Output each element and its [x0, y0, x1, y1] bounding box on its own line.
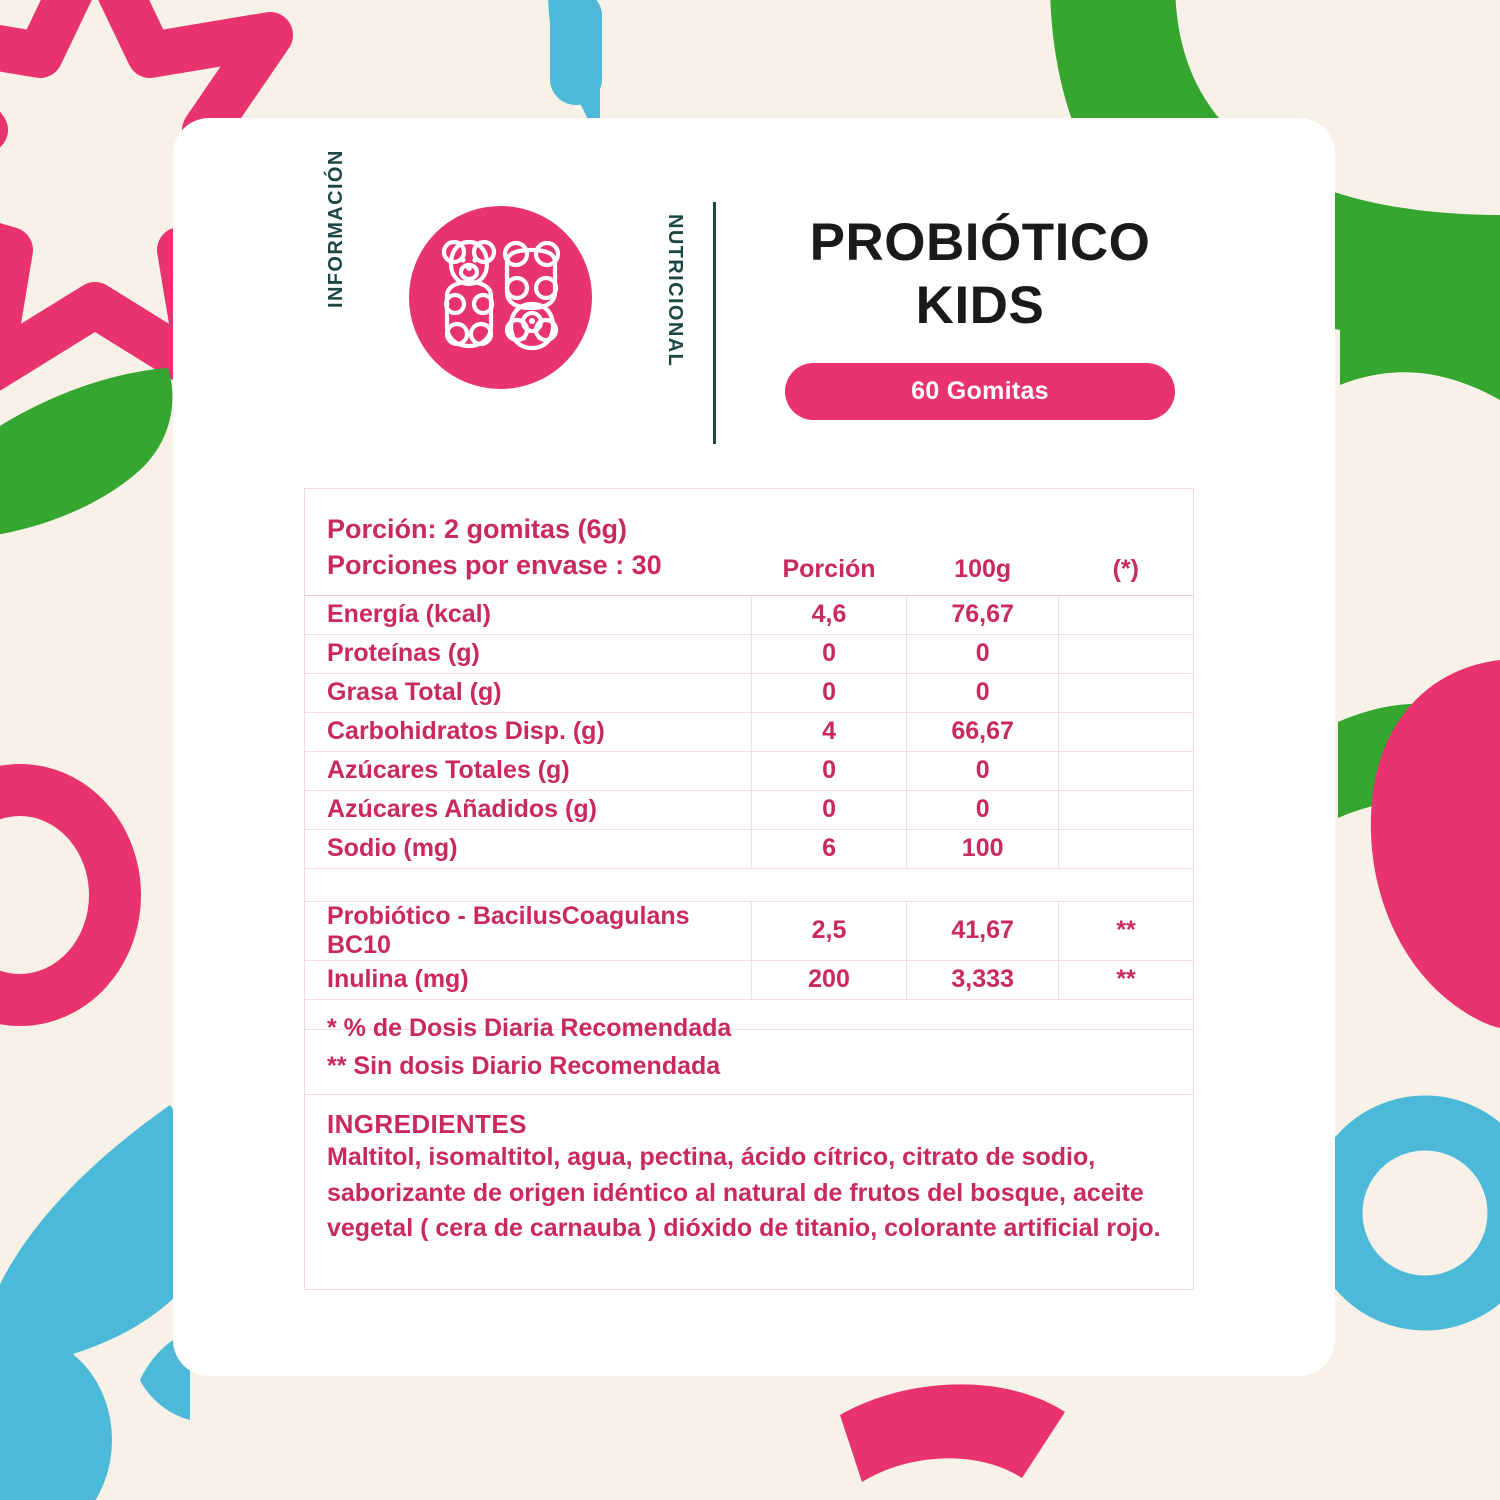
footnotes-section: * % de Dosis Diaria Recomendada ** Sin d… — [304, 997, 1194, 1095]
serving-info-cell: Porción: 2 gomitas (6g) Porciones por en… — [305, 489, 752, 596]
column-header-dd: (*) — [1058, 489, 1193, 596]
pink-star-shape — [0, 0, 323, 393]
label-card: INFORMACIÓN — [173, 118, 1335, 1376]
servings-per-container: Porciones por envase : 30 — [327, 550, 662, 581]
table-row: Energía (kcal) 4,6 76,67 — [305, 595, 1193, 635]
product-title-line1: PROBIÓTICO — [809, 213, 1151, 272]
nutrient-dd — [1058, 829, 1193, 869]
nutrient-porcion: 4,6 — [750, 595, 907, 635]
green-wave-right — [1340, 259, 1500, 400]
footnote-double-asterisk: ** Sin dosis Diario Recomendada — [327, 1052, 721, 1080]
table-row: Proteínas (g) 0 0 — [305, 634, 1193, 674]
supplement-dd: ** — [1058, 900, 1193, 961]
nutrient-name: Azúcares Añadidos (g) — [305, 790, 752, 830]
nutrient-100g: 0 — [906, 673, 1059, 713]
nutrient-dd — [1058, 712, 1193, 752]
column-header-porcion: Porción — [751, 489, 907, 596]
nutrient-name: Carbohidratos Disp. (g) — [305, 712, 752, 752]
nutrient-porcion: 6 — [750, 829, 907, 869]
nutrient-porcion: 0 — [750, 751, 907, 791]
vertical-label-informacion: INFORMACIÓN — [325, 149, 347, 308]
gummy-bears-logo — [409, 206, 592, 389]
nutrient-porcion: 0 — [750, 673, 907, 713]
nutrient-name: Sodio (mg) — [305, 829, 752, 869]
nutrient-name: Grasa Total (g) — [305, 673, 752, 713]
table-end-spacer — [305, 999, 1193, 1030]
gummy-bears-icon — [441, 239, 561, 351]
supplement-100g: 41,67 — [906, 900, 1059, 961]
supplement-100g: 3,333 — [906, 960, 1059, 1000]
nutrient-name: Energía (kcal) — [305, 595, 752, 635]
nutrient-100g: 0 — [906, 634, 1059, 674]
blue-ring-bottomright — [1307, 1095, 1500, 1331]
nutrient-100g: 76,67 — [906, 595, 1059, 635]
pink-ring-left — [0, 764, 141, 1026]
vertical-label-nutricional: NUTRICIONAL — [664, 214, 686, 368]
footnote-single-asterisk: * % de Dosis Diaria Recomendada — [327, 1014, 732, 1042]
blue-bar-top — [550, 0, 602, 105]
nutrient-dd — [1058, 595, 1193, 635]
ingredients-heading: INGREDIENTES — [327, 1109, 527, 1139]
supplement-dd: ** — [1058, 960, 1193, 1000]
supplement-name: Inulina (mg) — [305, 960, 752, 1000]
pink-blob-right — [1370, 660, 1500, 1028]
nutrient-name: Azúcares Totales (g) — [305, 751, 752, 791]
nutrient-dd — [1058, 751, 1193, 791]
nutrient-dd — [1058, 634, 1193, 674]
header-divider — [713, 202, 716, 444]
supplement-porcion: 2,5 — [750, 900, 907, 961]
table-row: Probiótico - BacilusCoagulans BC10 2,5 41,… — [305, 900, 1193, 961]
product-title-line2: KIDS — [915, 275, 1045, 335]
table-row: Azúcares Añadidos (g) 0 0 — [305, 790, 1193, 830]
column-header-100g: 100g — [906, 489, 1059, 596]
nutrition-table: Porción: 2 gomitas (6g) Porciones por en… — [305, 489, 1193, 1030]
table-row: Sodio (mg) 6 100 — [305, 829, 1193, 869]
green-blob-left — [0, 368, 173, 535]
table-row: Azúcares Totales (g) 0 0 — [305, 751, 1193, 791]
page-title: PROBIÓTICO KIDS — [785, 212, 1175, 337]
pink-diagonal-band — [840, 1384, 1065, 1482]
ingredients-text: Maltitol, isomaltitol, agua, pectina, ác… — [327, 1143, 1161, 1242]
nutrient-name: Proteínas (g) — [305, 634, 752, 674]
nutrient-100g: 100 — [906, 829, 1059, 869]
serving-size: Porción: 2 gomitas (6g) — [327, 514, 628, 545]
nutrient-porcion: 0 — [750, 790, 907, 830]
card-header: INFORMACIÓN — [173, 118, 1335, 444]
title-block: PROBIÓTICO KIDS 60 Gomitas — [785, 212, 1175, 421]
count-badge: 60 Gomitas — [785, 363, 1175, 421]
table-spacer-row — [305, 868, 1193, 901]
supplement-name: Probiótico - BacilusCoagulans BC10 — [305, 900, 752, 961]
nutrient-dd — [1058, 790, 1193, 830]
nutrition-table-wrapper: Porción: 2 gomitas (6g) Porciones por en… — [304, 488, 1194, 1030]
table-row: Grasa Total (g) 0 0 — [305, 673, 1193, 713]
nutrient-dd — [1058, 673, 1193, 713]
table-header-row: Porción: 2 gomitas (6g) Porciones por en… — [305, 489, 1193, 596]
supplement-porcion: 200 — [750, 960, 907, 1000]
ingredients-section: INGREDIENTES Maltitol, isomaltitol, agua… — [304, 1095, 1194, 1290]
blue-rocket-shape — [0, 1105, 190, 1363]
nutrient-porcion: 4 — [750, 712, 907, 752]
table-row: Inulina (mg) 200 3,333 ** — [305, 960, 1193, 1000]
nutrient-100g: 0 — [906, 751, 1059, 791]
table-row: Carbohidratos Disp. (g) 4 66,67 — [305, 712, 1193, 752]
nutrient-100g: 0 — [906, 790, 1059, 830]
blue-ellipse-bottomleft — [0, 1335, 112, 1500]
nutrient-porcion: 0 — [750, 634, 907, 674]
nutrient-100g: 66,67 — [906, 712, 1059, 752]
